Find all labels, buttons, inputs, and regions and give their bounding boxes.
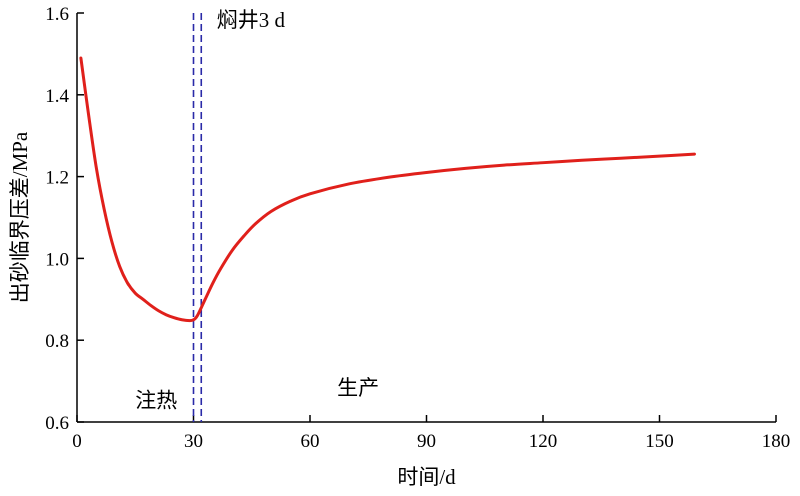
x-tick-label: 60: [301, 431, 320, 452]
y-axis-title: 出砂临界压差/MPa: [8, 131, 32, 303]
y-tick-label: 1.4: [45, 86, 69, 107]
y-tick-label: 1.0: [45, 249, 69, 270]
x-tick-label: 90: [417, 431, 436, 452]
x-tick-label: 150: [645, 431, 674, 452]
x-tick-label: 180: [762, 431, 791, 452]
series-line: [79, 56, 696, 323]
x-tick-label: 30: [184, 431, 203, 452]
annotation-label: 注热: [135, 388, 177, 412]
y-tick-label: 0.6: [45, 413, 69, 434]
x-tick-label: 0: [72, 431, 82, 452]
annotation-label: 焖井3 d: [217, 8, 286, 32]
x-tick-label: 120: [529, 431, 558, 452]
y-tick-label: 1.6: [45, 4, 69, 25]
x-axis-title: 时间/d: [397, 465, 456, 489]
annotation-label: 生产: [337, 376, 379, 400]
y-tick-label: 1.2: [45, 168, 69, 189]
x-axis-ticks: 0 30 60 90 120 150 180: [72, 415, 790, 452]
reference-lines: [192, 13, 203, 422]
series-layer: [79, 56, 696, 323]
y-tick-label: 0.8: [45, 331, 69, 352]
y-axis-ticks: 0.6 0.8 1.0 1.2 1.4 1.6: [45, 4, 84, 434]
annotations: 焖井3 d 注热 生产: [135, 8, 379, 412]
